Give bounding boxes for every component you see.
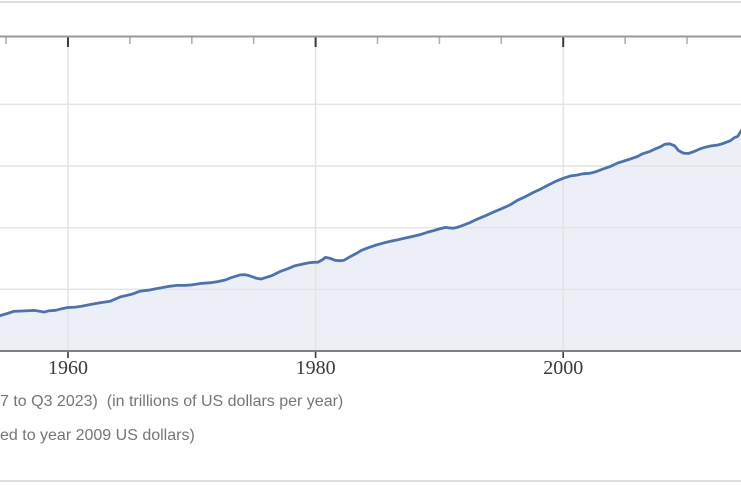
- top-divider: [0, 1, 741, 3]
- caption-line-1: 7 to Q3 2023) (in trillions of US dollar…: [0, 393, 344, 410]
- chart-caption: 7 to Q3 2023) (in trillions of US dollar…: [0, 392, 741, 460]
- gdp-area-chart: 1960 1980 2000: [0, 35, 741, 379]
- gdp-line: [0, 128, 741, 317]
- bottom-divider: [0, 480, 741, 482]
- chart-plot: [0, 35, 741, 358]
- gdp-area-fill: [0, 131, 741, 351]
- caption-line-2: ed to year 2009 US dollars): [0, 427, 195, 444]
